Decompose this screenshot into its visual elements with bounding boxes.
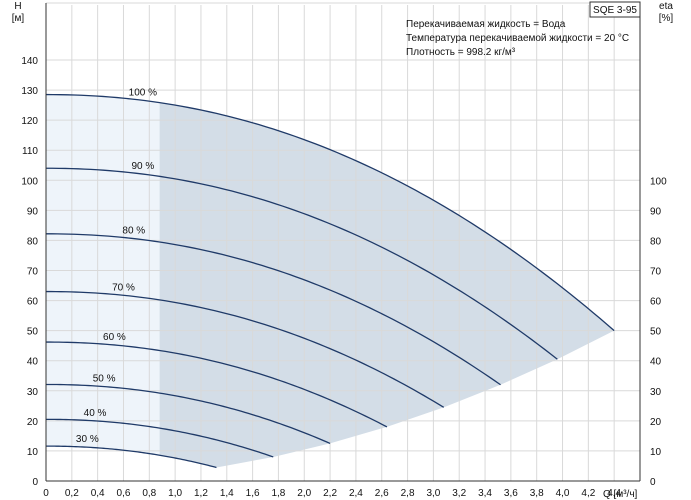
y-tick-label-right: 0 xyxy=(650,477,656,488)
series-label: 40 % xyxy=(84,408,107,419)
series-label: 100 % xyxy=(129,87,157,98)
x-tick-label: 1,2 xyxy=(194,488,208,499)
x-tick-label: 3,4 xyxy=(478,488,492,499)
series-label: 80 % xyxy=(122,226,145,237)
y-tick-label-left: 80 xyxy=(27,236,39,247)
info-line-fluid: Перекачиваемая жидкость = Вода xyxy=(406,19,566,30)
right-axis-title-symbol: eta xyxy=(659,1,673,12)
x-tick-label: 0,4 xyxy=(91,488,105,499)
y-tick-label-left: 0 xyxy=(32,477,38,488)
text-labels: 0 0,2 0,4 0,6 0,8 1,0 1,2 1,4 1,6 1,8 2,0 2,2 2,4 2,6… xyxy=(21,56,667,499)
y-tick-label-right: 90 xyxy=(650,206,662,217)
y-tick-label-right: 80 xyxy=(650,236,662,247)
x-tick-label: 3,2 xyxy=(452,488,466,499)
y-tick-label-left: 50 xyxy=(27,327,39,338)
info-line-density: Плотность = 998.2 кг/м³ xyxy=(406,47,516,58)
chart-title-box: SQE 3-95 xyxy=(589,1,641,18)
y-tick-label-left: 60 xyxy=(27,297,39,308)
x-tick-label: 1,8 xyxy=(271,488,285,499)
x-tick-label: 0 xyxy=(43,488,49,499)
y-tick-label-left: 40 xyxy=(27,357,39,368)
x-tick-label: 1,0 xyxy=(168,488,182,499)
y-tick-label-right: 100 xyxy=(650,176,667,187)
x-tick-label: 0,6 xyxy=(117,488,131,499)
series-line xyxy=(45,233,501,386)
series-line xyxy=(45,383,331,445)
x-tick-label: 2,6 xyxy=(375,488,389,499)
left-axis-title: H [м] xyxy=(12,1,25,24)
y-tick-label-left: 110 xyxy=(22,146,38,157)
y-tick-label-right: 20 xyxy=(650,417,662,428)
x-tick-label: 2,2 xyxy=(323,488,337,499)
y-tick-label-right: 70 xyxy=(650,267,662,278)
right-axis-title-unit: [%] xyxy=(659,13,674,24)
x-tick-label: 4,0 xyxy=(556,488,570,499)
x-tick-label: 1,6 xyxy=(246,488,260,499)
y-tick-label-right: 40 xyxy=(650,357,662,368)
y-tick-label-left: 90 xyxy=(27,206,39,217)
series-line xyxy=(46,445,217,469)
series-line xyxy=(45,167,558,360)
y-tick-label-left: 10 xyxy=(27,447,39,458)
curve-group xyxy=(45,93,615,469)
x-tick-label: 3,8 xyxy=(530,488,544,499)
y-tick-label-left: 120 xyxy=(21,116,38,127)
x-axis-title: Q [м³/ч] xyxy=(603,489,638,500)
x-tick-label: 4,4 xyxy=(607,488,621,499)
info-line-temperature: Температура перекачиваемой жидкости = 20… xyxy=(406,33,629,44)
y-tick-label-right: 10 xyxy=(650,447,662,458)
y-tick-label-left: 70 xyxy=(27,267,39,278)
x-tick-label: 0,2 xyxy=(65,488,79,499)
axes xyxy=(45,3,641,482)
y-tick-label-left: 30 xyxy=(27,387,39,398)
left-axis-title-symbol: H xyxy=(14,1,21,12)
y-tick-label-right: 50 xyxy=(650,327,662,338)
series-line xyxy=(45,341,388,428)
right-axis-title: eta [%] xyxy=(659,1,674,24)
series-label: 70 % xyxy=(112,282,135,293)
x-tick-label: 2,4 xyxy=(349,488,363,499)
title-box-frame xyxy=(589,1,641,18)
grid-lines xyxy=(45,2,641,482)
x-tick-label: 3,6 xyxy=(504,488,518,499)
series-line xyxy=(45,290,445,408)
series-label: 50 % xyxy=(93,374,116,385)
x-tick-label: 1,4 xyxy=(220,488,234,499)
series-label: 60 % xyxy=(103,332,126,343)
info-block: Перекачиваемая жидкость = Вода Температу… xyxy=(406,19,629,58)
y-tick-label-left: 20 xyxy=(27,417,39,428)
x-tick-label: 3,0 xyxy=(426,488,440,499)
x-tick-label: 4,2 xyxy=(581,488,595,499)
x-tick-label: 2,0 xyxy=(297,488,311,499)
series-label: 30 % xyxy=(76,434,99,445)
series-line xyxy=(45,93,615,332)
chart-title: SQE 3-95 xyxy=(593,5,637,16)
series-label: 90 % xyxy=(131,161,154,172)
y-tick-label-right: 60 xyxy=(650,297,662,308)
y-tick-label-left: 100 xyxy=(21,176,38,187)
left-axis-title-unit: [м] xyxy=(12,13,25,24)
y-tick-label-right: 30 xyxy=(650,387,662,398)
low-flow-region xyxy=(46,94,160,456)
x-tick-label: 2,8 xyxy=(401,488,415,499)
y-tick-label-left: 140 xyxy=(21,56,38,67)
x-tick-label: 0,8 xyxy=(142,488,156,499)
y-tick-label-left: 130 xyxy=(21,86,38,97)
series-line xyxy=(45,418,274,458)
